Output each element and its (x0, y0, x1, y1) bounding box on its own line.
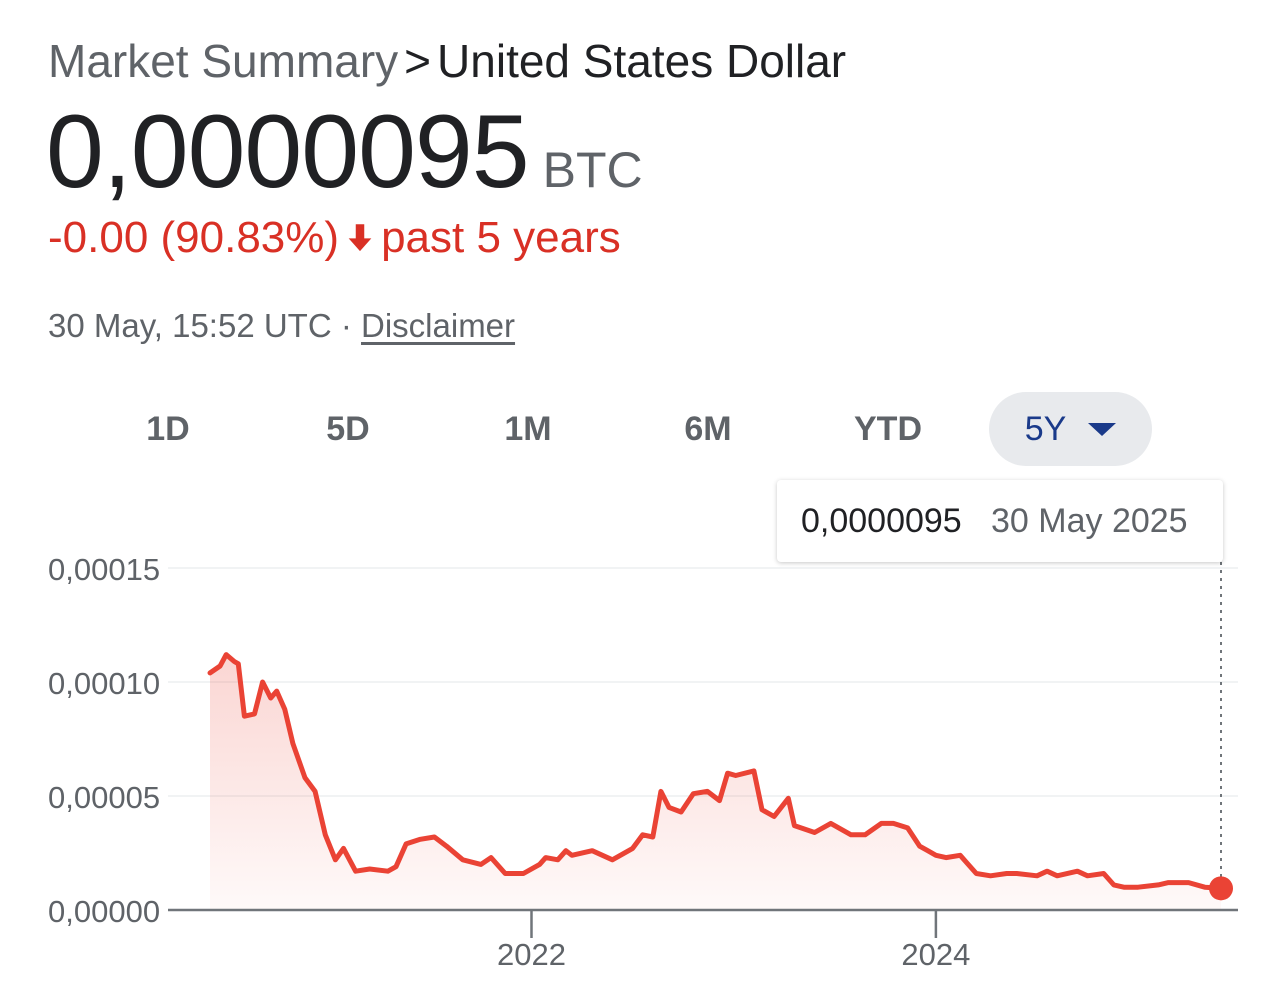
breadcrumb-root-link[interactable]: Market Summary (48, 35, 399, 87)
current-price: 0,0000095 (46, 94, 530, 210)
range-1m-button[interactable]: 1M (504, 410, 552, 448)
y-tick-label: 0,00010 (48, 666, 160, 701)
x-tick-label: 2022 (497, 937, 566, 972)
x-tick-label: 2024 (901, 937, 970, 972)
timestamp: 30 May, 15:52 UTC · (48, 307, 352, 344)
current-point-marker (1209, 876, 1233, 901)
series-line (207, 652, 1224, 891)
range-ytd-button[interactable]: YTD (854, 410, 922, 448)
disclaimer-link[interactable]: Disclaimer (361, 307, 516, 344)
breadcrumb: Market Summary > United States Dollar (48, 36, 846, 86)
tooltip-date: 30 May 2025 (991, 502, 1188, 540)
chart-tooltip: 0,0000095 30 May 2025 (777, 480, 1223, 562)
arrow-down-icon (343, 212, 377, 268)
y-tick-label: 0,00000 (48, 894, 160, 929)
price-change: -0.00 (90.83%) past 5 years (48, 210, 621, 268)
series-area (210, 654, 1221, 910)
range-5d-button[interactable]: 5D (326, 410, 370, 448)
price-chart[interactable]: 0,00015 0,00010 0,00005 0,00000 2022 2024 (0, 540, 1284, 996)
price-row: 0,0000095 BTC (46, 92, 643, 212)
range-5y-dropdown[interactable]: 5Y (989, 392, 1152, 466)
price-unit: BTC (542, 142, 643, 198)
range-1d-button[interactable]: 1D (146, 410, 190, 448)
y-tick-label: 0,00015 (48, 552, 160, 587)
range-5y-label: 5Y (1024, 410, 1067, 448)
tooltip-value: 0,0000095 (801, 502, 962, 540)
range-6m-button[interactable]: 6M (684, 410, 732, 448)
y-tick-label: 0,00005 (48, 780, 160, 815)
caret-down-icon (1088, 422, 1117, 436)
change-period: past 5 years (381, 213, 621, 262)
breadcrumb-current: United States Dollar (437, 35, 847, 87)
breadcrumb-separator: > (404, 35, 432, 87)
change-value: -0.00 (90.83%) (48, 213, 340, 262)
timestamp-row: 30 May, 15:52 UTC · Disclaimer (48, 306, 515, 346)
